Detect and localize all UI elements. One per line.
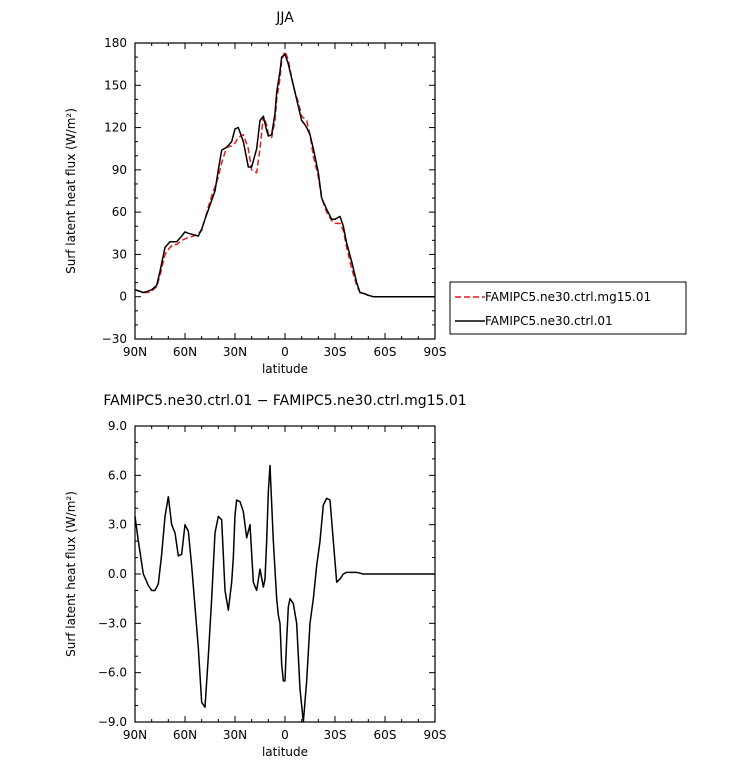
panel-jja: JJA 90N 60N 30N 0 30S 60S 90S −30 0 30 60 90 120 150 1… <box>64 10 446 376</box>
y-tick-label: 150 <box>104 78 127 92</box>
x-tick-label: 0 <box>281 345 289 359</box>
x-tick-label: 90N <box>123 345 147 359</box>
y-tick-label: 90 <box>112 163 127 177</box>
y-tick-label: 30 <box>112 247 127 261</box>
x-tick-label: 60S <box>374 345 397 359</box>
x-tick-label: 30S <box>324 345 347 359</box>
x-tick-label: 0 <box>281 728 289 742</box>
series-line-0 <box>134 464 435 723</box>
y-axis-label: Surf latent heat flux (W/m²) <box>64 108 78 274</box>
y-tick-label: 180 <box>104 36 127 50</box>
x-tick-label: 30N <box>223 728 247 742</box>
x-tick-label: 60N <box>173 345 197 359</box>
series-layer <box>134 464 435 723</box>
x-axis-label: latitude <box>262 362 308 376</box>
y-tick-label: −3.0 <box>98 616 127 630</box>
y-tick-label: −6.0 <box>98 666 127 680</box>
x-tick-label: 90S <box>424 728 447 742</box>
chart-title: FAMIPC5.ne30.ctrl.01 − FAMIPC5.ne30.ctrl… <box>103 393 466 409</box>
axis-ticks: 90N 60N 30N 0 30S 60S 90S −30 0 30 60 90 120 150 180 <box>102 36 447 359</box>
y-tick-label: −30 <box>102 332 127 346</box>
y-tick-label: 3.0 <box>108 518 127 532</box>
x-tick-label: 60S <box>374 728 397 742</box>
x-tick-label: 30N <box>223 345 247 359</box>
legend-label-ctrl: FAMIPC5.ne30.ctrl.01 <box>485 314 613 328</box>
x-tick-label: 30S <box>324 728 347 742</box>
series-line-0 <box>134 50 435 298</box>
series-line-1 <box>134 53 435 298</box>
x-tick-label: 90N <box>123 728 147 742</box>
x-tick-label: 90S <box>424 345 447 359</box>
x-tick-label: 60N <box>173 728 197 742</box>
panel-difference: FAMIPC5.ne30.ctrl.01 − FAMIPC5.ne30.ctrl… <box>64 393 467 759</box>
y-tick-label: −9.0 <box>98 715 127 729</box>
x-axis-label: latitude <box>262 745 308 759</box>
legend-box <box>449 281 687 335</box>
y-axis-label: Surf latent heat flux (W/m²) <box>64 491 78 657</box>
y-tick-label: 0.0 <box>108 567 127 581</box>
series-layer <box>134 50 435 298</box>
y-tick-label: 60 <box>112 205 127 219</box>
axis-ticks: 90N 60N 30N 0 30S 60S 90S −9.0 −6.0 −3.0 0.0 3.0 6.0… <box>98 419 447 742</box>
legend-label-mg15: FAMIPC5.ne30.ctrl.mg15.01 <box>485 290 651 304</box>
y-tick-label: 120 <box>104 121 127 135</box>
y-tick-label: 0 <box>119 290 127 304</box>
chart-title: JJA <box>275 10 294 26</box>
y-tick-label: 6.0 <box>108 468 127 482</box>
legend: FAMIPC5.ne30.ctrl.mg15.01 FAMIPC5.ne30.c… <box>449 281 687 335</box>
y-tick-label: 9.0 <box>108 419 127 433</box>
plot-frame <box>134 42 436 340</box>
